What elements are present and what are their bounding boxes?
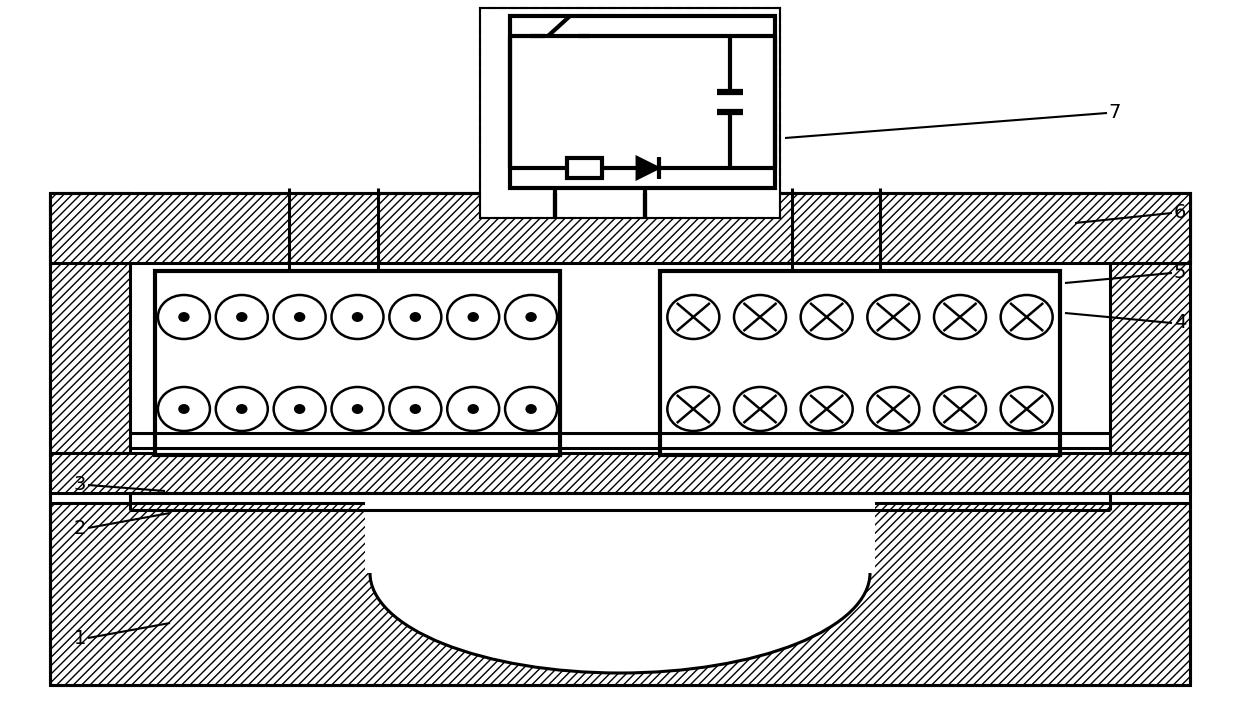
Ellipse shape [216,387,268,431]
Ellipse shape [867,295,919,339]
Bar [130,263,1110,453]
Bar [50,453,1190,493]
Bar [365,443,875,573]
Ellipse shape [237,313,247,321]
Ellipse shape [295,405,305,413]
Ellipse shape [934,387,986,431]
Ellipse shape [469,313,479,321]
Ellipse shape [469,405,479,413]
Bar [155,271,560,455]
Ellipse shape [274,387,326,431]
Ellipse shape [352,405,362,413]
Bar [50,503,1190,685]
Ellipse shape [448,295,500,339]
Text: 5: 5 [1174,264,1187,283]
Ellipse shape [1001,295,1053,339]
Ellipse shape [370,473,870,673]
Bar [510,16,775,188]
Ellipse shape [505,295,557,339]
Ellipse shape [867,387,919,431]
Ellipse shape [179,313,188,321]
Text: 7: 7 [1109,103,1121,122]
Ellipse shape [157,387,210,431]
Bar [50,193,130,453]
Ellipse shape [389,387,441,431]
Bar [50,193,1190,263]
Bar [567,158,601,178]
Ellipse shape [667,387,719,431]
Bar [1110,193,1190,453]
Ellipse shape [801,387,853,431]
Text: 6: 6 [1174,203,1187,223]
Ellipse shape [274,295,326,339]
Bar [480,8,780,218]
Ellipse shape [801,295,853,339]
Bar [480,8,780,218]
Text: 4: 4 [1174,314,1187,333]
Ellipse shape [410,313,420,321]
Ellipse shape [410,405,420,413]
Ellipse shape [448,387,500,431]
Ellipse shape [734,295,786,339]
Ellipse shape [1001,387,1053,431]
Ellipse shape [667,295,719,339]
Ellipse shape [934,295,986,339]
Ellipse shape [389,295,441,339]
Ellipse shape [505,387,557,431]
Ellipse shape [157,295,210,339]
Bar [660,271,1060,455]
Ellipse shape [216,295,268,339]
Text: 1: 1 [74,628,87,647]
Ellipse shape [526,405,536,413]
Ellipse shape [734,387,786,431]
Ellipse shape [331,387,383,431]
Ellipse shape [295,313,305,321]
Ellipse shape [179,405,188,413]
Ellipse shape [526,313,536,321]
Ellipse shape [352,313,362,321]
Ellipse shape [331,295,383,339]
Text: 2: 2 [74,519,87,538]
Ellipse shape [237,405,247,413]
Text: 3: 3 [74,475,87,494]
Polygon shape [637,157,658,179]
